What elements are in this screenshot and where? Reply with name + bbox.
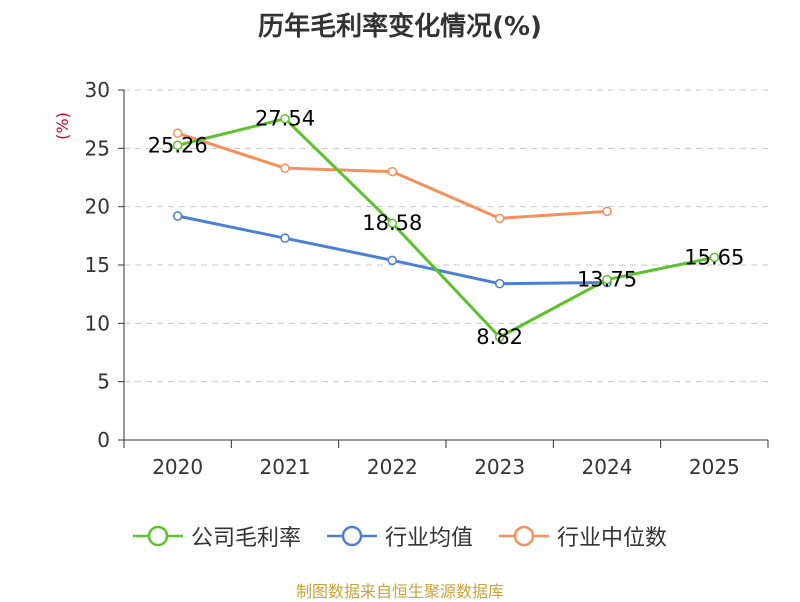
legend-marker-icon [132, 525, 183, 547]
data-point[interactable] [494, 278, 505, 289]
data-label: 8.82 [476, 325, 523, 349]
legend-marker-icon [499, 525, 549, 547]
data-label: 18.58 [362, 211, 422, 235]
legend-label: 公司毛利率 [190, 526, 301, 551]
data-point[interactable] [387, 255, 398, 266]
data-point[interactable] [172, 140, 183, 151]
x-tick-label: 2020 [152, 455, 203, 479]
legend-item[interactable]: 公司毛利率 [132, 520, 301, 552]
data-point[interactable] [494, 213, 505, 224]
data-point[interactable] [602, 206, 612, 217]
data-point[interactable] [494, 332, 505, 342]
y-tick-label: 10 [85, 311, 110, 335]
data-point[interactable] [602, 274, 612, 285]
legend-item[interactable]: 行业中位数 [499, 520, 667, 552]
data-point[interactable] [280, 113, 290, 124]
y-tick-label: 0 [97, 428, 110, 452]
x-tick-label: 2022 [367, 455, 418, 479]
y-tick-label: 15 [85, 253, 110, 277]
data-point[interactable] [709, 252, 720, 263]
x-tick-label: 2025 [689, 455, 740, 479]
x-tick-label: 2021 [260, 455, 311, 479]
chart-title: 历年毛利率变化情况(%) [258, 12, 542, 42]
data-point[interactable] [172, 211, 183, 221]
y-axis-label: (%) [53, 112, 72, 140]
legend-marker-icon [326, 525, 377, 547]
series-lines [172, 113, 720, 342]
legend-item[interactable]: 行业均值 [326, 520, 473, 552]
series-line [177, 117, 715, 339]
data-point[interactable] [280, 233, 290, 243]
legend-label: 行业均值 [384, 526, 473, 551]
data-point[interactable] [172, 128, 183, 138]
y-tick-label: 20 [85, 195, 110, 219]
y-tick-label: 30 [85, 78, 110, 102]
x-tick-label: 2024 [582, 455, 633, 479]
data-point[interactable] [387, 166, 398, 177]
y-tick-label: 5 [97, 370, 110, 394]
data-label: 13.75 [577, 268, 637, 292]
data-label: 25.26 [148, 133, 208, 157]
source-note: 制图数据来自恒生聚源数据库 [295, 582, 504, 601]
data-label: 27.54 [255, 107, 315, 131]
grid-lines [124, 89, 768, 383]
y-tick-label: 25 [85, 136, 110, 160]
legend-label: 行业中位数 [557, 526, 668, 551]
data-point[interactable] [387, 218, 398, 228]
legend: 公司毛利率 行业均值 行业中位数 [0, 520, 800, 552]
x-tick-label: 2023 [474, 455, 525, 479]
data-labels: 25.26 27.54 18.58 8.82 13.75 15.65 [148, 107, 745, 349]
data-point[interactable] [280, 163, 290, 173]
data-label: 15.65 [684, 245, 744, 269]
